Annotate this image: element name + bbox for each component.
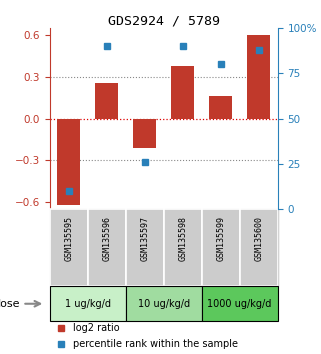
Title: GDS2924 / 5789: GDS2924 / 5789 — [108, 14, 220, 27]
Bar — [126, 286, 202, 321]
Bar — [133, 119, 156, 148]
Text: 1 ug/kg/d: 1 ug/kg/d — [65, 299, 111, 309]
Text: 10 ug/kg/d: 10 ug/kg/d — [138, 299, 190, 309]
Bar — [50, 209, 88, 286]
Text: dose: dose — [0, 299, 20, 309]
Text: log2 ratio: log2 ratio — [73, 323, 119, 333]
Text: GSM135598: GSM135598 — [178, 216, 187, 262]
Bar — [209, 96, 232, 119]
Bar — [202, 209, 240, 286]
Bar — [202, 286, 278, 321]
Text: GSM135599: GSM135599 — [216, 216, 225, 262]
Bar — [57, 119, 80, 205]
Bar — [240, 209, 278, 286]
Text: GSM135596: GSM135596 — [102, 216, 111, 262]
Bar — [50, 286, 126, 321]
Bar — [95, 83, 118, 119]
Text: GSM135597: GSM135597 — [140, 216, 149, 262]
Text: GSM135595: GSM135595 — [64, 216, 73, 262]
Bar — [88, 209, 126, 286]
Text: GSM135600: GSM135600 — [254, 216, 263, 262]
Text: percentile rank within the sample: percentile rank within the sample — [73, 339, 238, 349]
Text: 1000 ug/kg/d: 1000 ug/kg/d — [207, 299, 272, 309]
Bar — [164, 209, 202, 286]
Bar — [247, 35, 270, 119]
Bar — [126, 209, 164, 286]
Bar — [171, 67, 194, 119]
